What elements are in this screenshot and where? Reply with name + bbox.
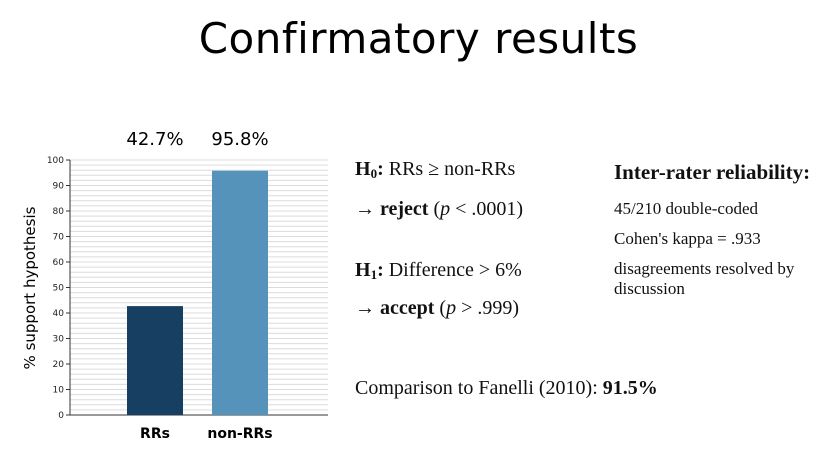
x-tick-labels: RRs non-RRs — [140, 426, 273, 442]
h0-pre-p: ( — [428, 198, 441, 220]
y-tick-label: 20 — [53, 360, 65, 370]
y-axis-label: % support hypothesis — [21, 206, 39, 369]
h0-p-value: < .0001) — [450, 198, 524, 220]
h0-verdict: reject — [380, 198, 429, 220]
y-tick-label: 10 — [53, 386, 65, 396]
h1-text: Difference > 6% — [383, 259, 522, 281]
y-tick-label: 0 — [58, 411, 64, 421]
h0-text: RRs ≥ non-RRs — [383, 158, 516, 180]
h0-result: → reject (p < .0001) — [355, 197, 523, 221]
h0-p-symbol: p — [440, 198, 451, 220]
y-tick-label: 50 — [53, 284, 65, 294]
irr-panel: Inter-rater reliability: 45/210 double-c… — [614, 160, 829, 299]
h1-result: → accept (p > .999) — [355, 296, 519, 320]
y-tick-label: 70 — [53, 233, 65, 243]
h1-arrow: → — [355, 297, 380, 319]
h1-subscript: 1 — [370, 267, 378, 282]
h1-verdict: accept — [380, 297, 435, 319]
y-tick-label: 60 — [53, 258, 65, 268]
h0-colon: : — [377, 158, 384, 180]
comparison-value: 91.5% — [602, 377, 658, 399]
chart-grid — [70, 159, 328, 411]
y-tick-labels: 0 10 20 30 40 50 60 70 80 90 100 — [47, 156, 64, 421]
h0-statement: H0: RRs ≥ non-RRs — [355, 157, 515, 186]
y-tick-label: 80 — [53, 207, 65, 217]
irr-line-2: Cohen's kappa = .933 — [614, 229, 761, 248]
y-tick-label: 40 — [53, 309, 65, 319]
h0-subscript: 0 — [370, 166, 378, 181]
h1-pre-p: ( — [434, 297, 447, 319]
h1-statement: H1: Difference > 6% — [355, 258, 522, 287]
irr-line-3: disagreements resolved by — [614, 259, 795, 278]
chart-axes — [66, 159, 328, 416]
irr-line-4: discussion — [614, 279, 685, 298]
bar-rrs — [127, 306, 183, 415]
h1-p-value: > .999) — [456, 297, 520, 319]
x-tick-label: non-RRs — [207, 426, 272, 442]
comparison-line: Comparison to Fanelli (2010): 91.5% — [355, 376, 658, 400]
comparison-text: Comparison to Fanelli (2010): — [355, 377, 603, 399]
y-tick-label: 100 — [47, 156, 64, 166]
h0-arrow: → — [355, 198, 380, 220]
irr-title: Inter-rater reliability: — [614, 160, 811, 184]
x-tick-label: RRs — [140, 426, 170, 442]
data-labels: 42.7% 95.8% — [126, 129, 268, 150]
h1-p-symbol: p — [446, 297, 457, 319]
data-label: 95.8% — [211, 129, 268, 150]
slide-title: Confirmatory results — [198, 14, 639, 63]
h0-label: H — [355, 158, 371, 180]
y-tick-label: 30 — [53, 335, 65, 345]
h1-colon: : — [377, 259, 384, 281]
bar-non-rrs — [212, 170, 268, 415]
h1-label: H — [355, 259, 371, 281]
chart-bars — [127, 170, 268, 415]
y-tick-label: 90 — [53, 182, 65, 192]
data-label: 42.7% — [126, 129, 183, 150]
irr-line-1: 45/210 double-coded — [614, 199, 758, 218]
